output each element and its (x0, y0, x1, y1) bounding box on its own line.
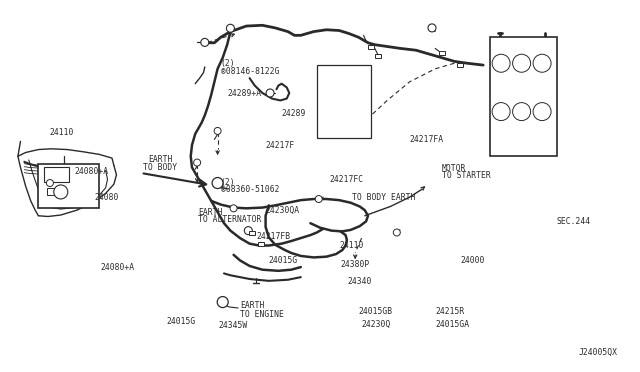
Bar (258, 242, 264, 246)
Circle shape (513, 103, 531, 121)
Text: EARTH: EARTH (240, 301, 264, 310)
Text: 24340: 24340 (348, 278, 372, 286)
Circle shape (230, 205, 237, 212)
Text: ®08146-8122G: ®08146-8122G (221, 67, 279, 76)
Text: 24289+A: 24289+A (227, 89, 261, 97)
Bar (438, 51, 445, 55)
Bar (317, 65, 371, 138)
Text: 24217FB: 24217FB (256, 232, 290, 241)
Circle shape (217, 296, 228, 308)
Text: MOTOR: MOTOR (442, 164, 466, 173)
Bar (44, 167, 69, 182)
Circle shape (47, 180, 53, 186)
Text: J24005QX: J24005QX (579, 348, 618, 357)
Text: 24215R: 24215R (435, 307, 465, 316)
Circle shape (492, 54, 510, 72)
Text: TO BODY EARTH: TO BODY EARTH (352, 193, 416, 202)
Text: EARTH: EARTH (198, 208, 223, 217)
Text: EARTH: EARTH (148, 155, 172, 164)
Text: SEC.244: SEC.244 (557, 217, 591, 226)
Text: TO BODY: TO BODY (143, 163, 177, 172)
Text: 24015G: 24015G (269, 256, 298, 265)
Bar (47, 188, 65, 195)
Text: 24080: 24080 (94, 193, 118, 202)
Text: 24080+A: 24080+A (75, 167, 109, 176)
Circle shape (266, 89, 274, 97)
Circle shape (513, 54, 531, 72)
Text: 24015GA: 24015GA (435, 320, 469, 329)
Circle shape (212, 177, 223, 189)
Circle shape (394, 229, 400, 236)
Bar (374, 54, 381, 58)
Circle shape (533, 54, 551, 72)
Text: 24345W: 24345W (219, 321, 248, 330)
Text: 24015G: 24015G (166, 317, 195, 326)
Bar (38, 164, 99, 208)
Text: (2): (2) (221, 178, 236, 187)
Text: TO ENGINE: TO ENGINE (240, 310, 284, 319)
Text: 24380P: 24380P (340, 260, 370, 269)
Circle shape (201, 38, 209, 46)
Circle shape (194, 159, 200, 166)
Text: 24110: 24110 (339, 241, 364, 250)
Circle shape (244, 227, 252, 235)
Bar (248, 231, 255, 234)
Text: 24000: 24000 (461, 256, 485, 265)
Text: 24217F: 24217F (266, 141, 295, 150)
Text: TO STARTER: TO STARTER (442, 171, 490, 180)
Bar (490, 37, 557, 156)
Text: 24015GB: 24015GB (358, 307, 392, 316)
Circle shape (492, 103, 510, 121)
Circle shape (214, 128, 221, 134)
Circle shape (428, 24, 436, 32)
Text: 24110: 24110 (49, 128, 74, 137)
Text: 24080+A: 24080+A (100, 263, 134, 272)
Circle shape (227, 24, 234, 32)
Text: 24217FA: 24217FA (410, 135, 444, 144)
Circle shape (316, 196, 322, 202)
Text: 24289: 24289 (282, 109, 306, 118)
Text: 24230QA: 24230QA (266, 206, 300, 215)
Text: ®08360-51062: ®08360-51062 (221, 185, 279, 194)
Bar (456, 63, 463, 67)
Bar (368, 45, 374, 49)
Text: 24230Q: 24230Q (362, 320, 391, 329)
Text: 24217FC: 24217FC (330, 175, 364, 184)
Text: (2): (2) (221, 60, 236, 68)
Circle shape (54, 185, 68, 199)
Circle shape (533, 103, 551, 121)
Text: TO ALTERNATOR: TO ALTERNATOR (198, 215, 262, 224)
